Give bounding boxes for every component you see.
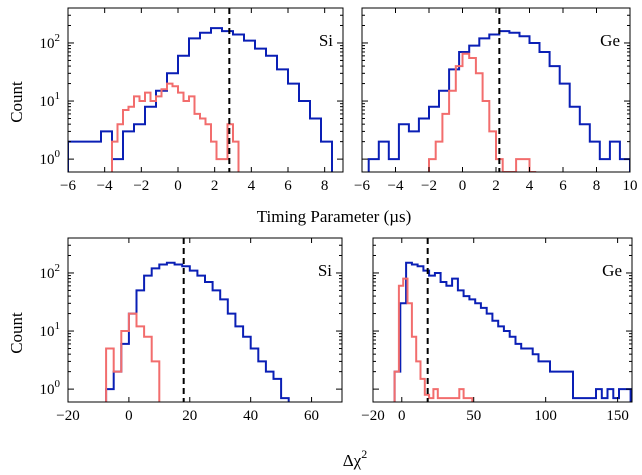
histogram-series-red bbox=[393, 277, 474, 402]
y-tick-exponent: 1 bbox=[55, 320, 61, 332]
y-axis-title-bottom: Count bbox=[7, 312, 26, 354]
x-tick-label: 100 bbox=[534, 408, 557, 424]
x-tick-label: 150 bbox=[606, 408, 629, 424]
y-tick-base: 10 bbox=[40, 266, 55, 282]
x-tick-label: 2 bbox=[211, 178, 219, 194]
y-tick-base: 10 bbox=[40, 36, 55, 52]
axes-frame bbox=[67, 7, 344, 173]
y-tick-base: 10 bbox=[40, 382, 55, 398]
y-tick-exponent: 2 bbox=[55, 32, 61, 44]
y-axis-title-top: Count bbox=[7, 81, 26, 123]
x-tick-label: 4 bbox=[526, 178, 534, 194]
x-tick-label: 0 bbox=[125, 408, 132, 424]
x-tick-label: 0 bbox=[174, 178, 182, 194]
x-tick-label: −4 bbox=[97, 178, 113, 194]
x-axis-title-sup: 2 bbox=[361, 447, 367, 461]
x-axis-title-bottom: Δχ2 bbox=[343, 447, 367, 470]
histogram-series bbox=[105, 261, 290, 402]
y-tick-base: 10 bbox=[40, 152, 55, 168]
panel-chi2-ge: −20 0 50 100 150 Ge bbox=[361, 237, 633, 424]
axes-frame bbox=[372, 237, 633, 403]
histogram-series bbox=[393, 261, 632, 402]
x-tick-label: −6 bbox=[354, 178, 370, 194]
axis-ticks: −6 −4 −2 0 2 4 6 8 10 bbox=[354, 7, 638, 194]
histogram-series-blue bbox=[105, 261, 290, 402]
x-tick-label: 10 bbox=[623, 178, 638, 194]
x-tick-label: 4 bbox=[248, 178, 256, 194]
y-tick-base: 10 bbox=[40, 324, 55, 340]
y-tick-exponent: 1 bbox=[55, 90, 61, 102]
x-tick-label: −20 bbox=[56, 408, 79, 424]
y-tick-label: 100 bbox=[40, 148, 61, 168]
y-tick-exponent: 0 bbox=[55, 378, 61, 390]
x-tick-label: −2 bbox=[421, 178, 437, 194]
x-tick-label: 2 bbox=[492, 178, 500, 194]
panel-label: Ge bbox=[602, 261, 622, 280]
histogram-series-blue bbox=[68, 27, 333, 172]
histogram-series-blue bbox=[393, 261, 632, 402]
panel-label: Si bbox=[319, 31, 333, 50]
axis-ticks: −20 0 50 100 150 bbox=[361, 237, 632, 424]
x-tick-label: 8 bbox=[321, 178, 329, 194]
histogram-series-red bbox=[428, 52, 537, 172]
y-tick-label: 102 bbox=[40, 262, 61, 282]
y-tick-label: 101 bbox=[40, 90, 61, 110]
x-tick-label: 6 bbox=[284, 178, 292, 194]
x-tick-label: 8 bbox=[593, 178, 601, 194]
y-tick-label: 101 bbox=[40, 320, 61, 340]
x-tick-label: 20 bbox=[182, 408, 197, 424]
histogram-series-red bbox=[105, 312, 161, 402]
histogram-series-red bbox=[111, 82, 240, 172]
axes-frame bbox=[67, 237, 343, 403]
x-axis-title-top: Timing Parameter (µs) bbox=[257, 207, 412, 226]
x-tick-label: −20 bbox=[361, 408, 384, 424]
y-tick-base: 10 bbox=[40, 94, 55, 110]
x-tick-label: 0 bbox=[459, 178, 467, 194]
x-tick-label: 60 bbox=[304, 408, 319, 424]
histogram-series bbox=[68, 27, 333, 172]
x-axis-title-main: Δχ bbox=[343, 451, 362, 470]
x-tick-label: −4 bbox=[388, 178, 404, 194]
x-tick-label: 40 bbox=[243, 408, 258, 424]
x-tick-label: −2 bbox=[133, 178, 149, 194]
panel-label: Ge bbox=[600, 31, 620, 50]
y-tick-label: 102 bbox=[40, 32, 61, 52]
y-tick-exponent: 2 bbox=[55, 262, 61, 274]
x-tick-label: −6 bbox=[60, 178, 76, 194]
x-tick-label: 0 bbox=[398, 408, 406, 424]
y-tick-label: 100 bbox=[40, 378, 61, 398]
x-tick-label: 6 bbox=[559, 178, 567, 194]
panel-label: Si bbox=[318, 261, 332, 280]
x-tick-label: 50 bbox=[466, 408, 481, 424]
y-tick-exponent: 0 bbox=[55, 148, 61, 160]
panel-timing-ge: −6 −4 −2 0 2 4 6 8 10 Ge bbox=[354, 7, 638, 194]
